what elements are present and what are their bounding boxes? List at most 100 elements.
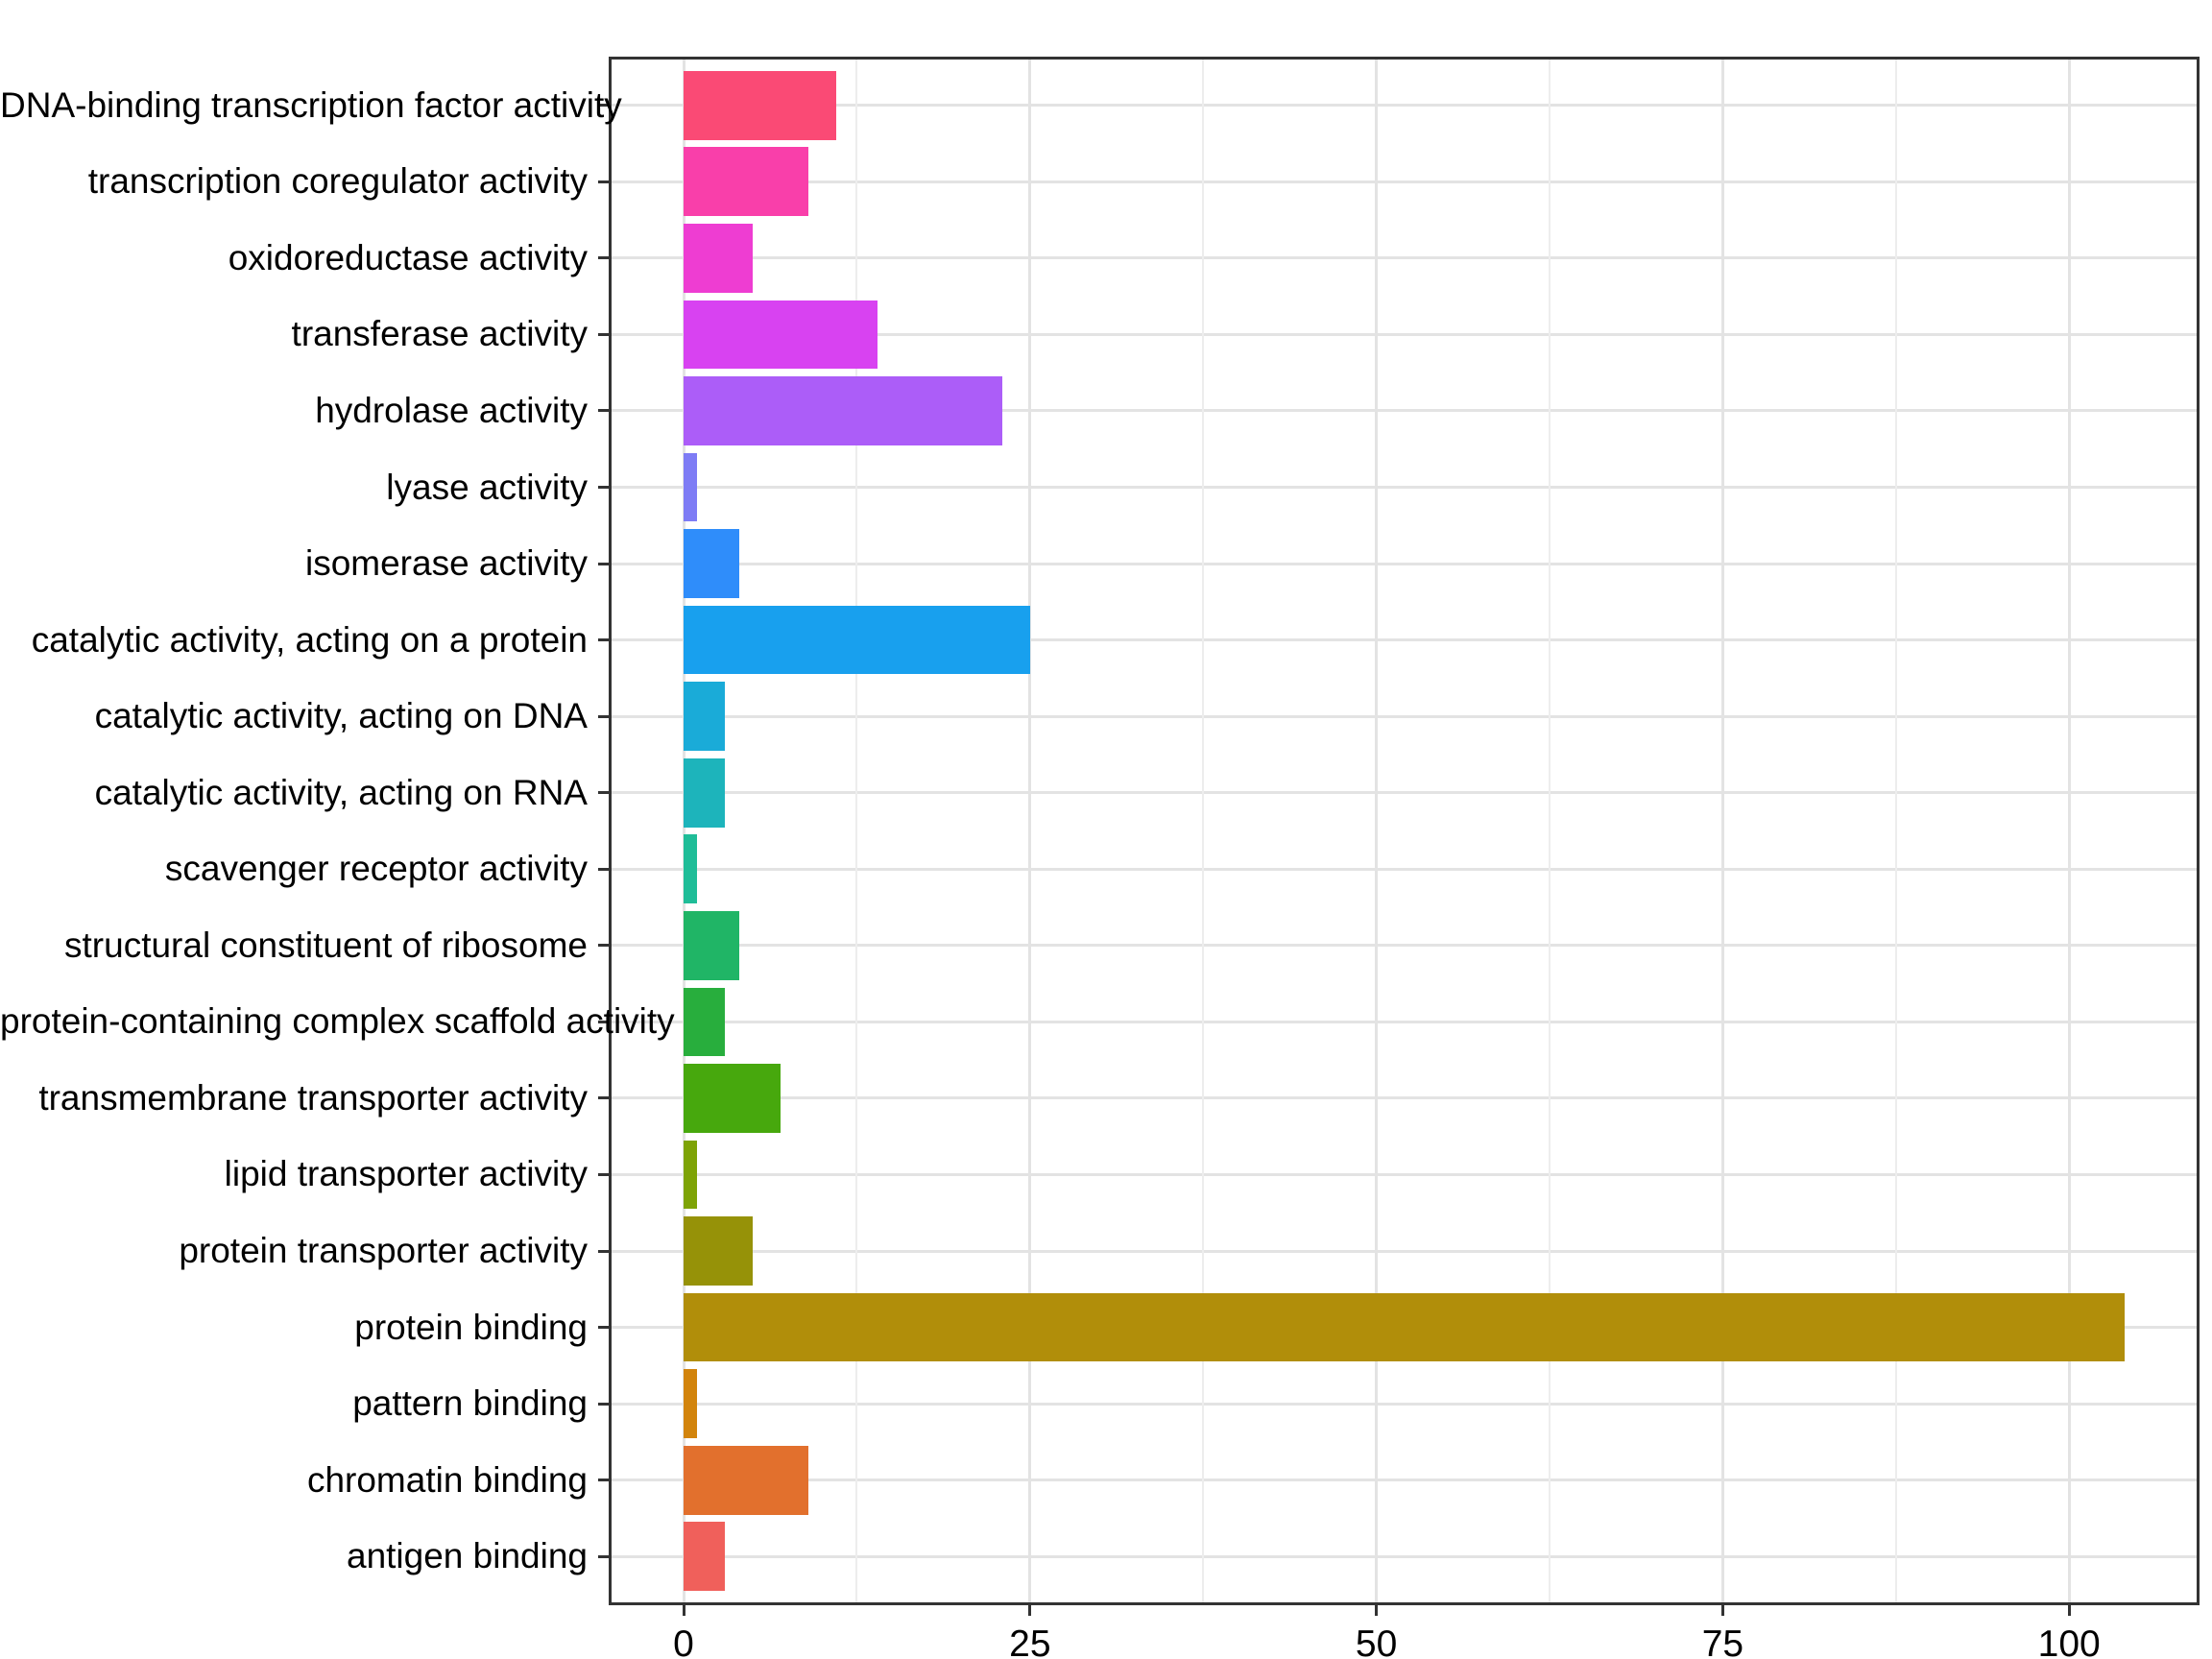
bar-catalytic-activity-acting-on-a-protein: [684, 605, 1030, 675]
bar-transferase-activity: [684, 300, 878, 370]
y-axis-tick: [598, 714, 609, 718]
bar-pattern-binding: [684, 1369, 698, 1438]
y-axis-label: catalytic activity, acting on DNA: [94, 696, 588, 736]
bar-protein-transporter-activity: [684, 1216, 754, 1286]
bar-isomerase-activity: [684, 529, 739, 598]
gridline-horizontal: [612, 1172, 2197, 1176]
y-axis-label: structural constituent of ribosome: [64, 925, 588, 965]
gridline-vertical-minor: [1549, 60, 1551, 1602]
y-axis-tick: [598, 409, 609, 413]
x-axis-tick: [1028, 1605, 1032, 1616]
x-axis-tick-label: 75: [1701, 1623, 1744, 1659]
bar-lyase-activity: [684, 452, 698, 522]
gridline-horizontal: [612, 104, 2197, 108]
gridline-vertical-minor: [1202, 60, 1205, 1602]
gridline-horizontal: [612, 256, 2197, 260]
y-axis-label: pattern binding: [352, 1383, 588, 1424]
y-axis-tick: [598, 332, 609, 336]
y-axis-label: scavenger receptor activity: [164, 849, 588, 889]
y-axis-label: protein binding: [354, 1307, 588, 1347]
y-axis-label: oxidoreductase activity: [228, 237, 588, 277]
y-axis-tick: [598, 1020, 609, 1023]
y-axis-tick: [598, 944, 609, 948]
gridline-vertical-major: [2067, 60, 2071, 1602]
y-axis-label: chromatin binding: [306, 1459, 588, 1500]
gridline-horizontal: [612, 180, 2197, 183]
x-axis-tick: [1375, 1605, 1379, 1616]
y-axis-tick: [598, 1402, 609, 1406]
x-axis-tick: [682, 1605, 685, 1616]
gridline-horizontal: [612, 486, 2197, 489]
y-axis-tick: [598, 562, 609, 565]
x-axis-tick: [1720, 1605, 1724, 1616]
bar-chromatin-binding: [684, 1445, 808, 1515]
gridline-horizontal: [612, 332, 2197, 336]
x-axis-tick-label: 100: [2037, 1623, 2101, 1659]
x-axis-tick-label: 50: [1355, 1623, 1398, 1659]
y-axis-tick: [598, 1172, 609, 1176]
y-axis-label: transferase activity: [291, 314, 588, 354]
bar-lipid-transporter-activity: [684, 1140, 698, 1210]
bar-scavenger-receptor-activity: [684, 834, 698, 904]
bar-protein-binding: [684, 1292, 2125, 1362]
gridline-horizontal: [612, 409, 2197, 413]
gridline-horizontal: [612, 944, 2197, 948]
bar-hydrolase-activity: [684, 376, 1002, 445]
bar-oxidoreductase-activity: [684, 224, 754, 293]
gridline-vertical-minor: [1894, 60, 1897, 1602]
gridline-horizontal: [612, 1479, 2197, 1482]
gridline-vertical-minor: [855, 60, 858, 1602]
y-axis-tick: [598, 1479, 609, 1482]
bar-structural-constituent-of-ribosome: [684, 911, 739, 980]
y-axis-tick: [598, 104, 609, 108]
y-axis-label: lipid transporter activity: [224, 1154, 588, 1194]
gridline-horizontal: [612, 1020, 2197, 1023]
y-axis-tick: [598, 867, 609, 871]
gridline-horizontal: [612, 562, 2197, 565]
y-axis-tick: [598, 1554, 609, 1558]
gridline-horizontal: [612, 1402, 2197, 1406]
y-axis-tick: [598, 638, 609, 642]
gridline-vertical-major: [1028, 60, 1032, 1602]
y-axis-tick: [598, 791, 609, 795]
gridline-horizontal: [612, 638, 2197, 642]
y-axis-label: protein-containing complex scaffold acti…: [0, 1001, 675, 1042]
y-axis-label: antigen binding: [347, 1536, 588, 1576]
gridline-horizontal: [612, 714, 2197, 718]
y-axis-label: DNA-binding transcription factor activit…: [0, 84, 622, 125]
gridline-horizontal: [612, 1096, 2197, 1100]
y-axis-tick: [598, 486, 609, 489]
gridline-vertical-major: [1720, 60, 1724, 1602]
y-axis-tick: [598, 256, 609, 260]
y-axis-label: isomerase activity: [304, 543, 588, 584]
y-axis-label: transmembrane transporter activity: [38, 1077, 588, 1118]
bar-catalytic-activity-acting-on-dna: [684, 682, 726, 751]
x-axis-tick-label: 25: [1009, 1623, 1051, 1659]
x-axis-tick-label: 0: [673, 1623, 694, 1659]
y-axis-label: catalytic activity, acting on RNA: [94, 772, 588, 812]
bar-protein-containing-complex-scaffold-activity: [684, 987, 726, 1057]
x-axis-tick: [2067, 1605, 2071, 1616]
y-axis-label: hydrolase activity: [315, 390, 588, 430]
y-axis-tick: [598, 1326, 609, 1330]
y-axis-label: transcription coregulator activity: [87, 161, 588, 202]
gridline-vertical-major: [1375, 60, 1379, 1602]
y-axis-tick: [598, 180, 609, 183]
gridline-horizontal: [612, 791, 2197, 795]
bar-dna-binding-transcription-factor-activity: [684, 70, 836, 140]
gridline-horizontal: [612, 867, 2197, 871]
bar-antigen-binding: [684, 1522, 726, 1592]
y-axis-label: protein transporter activity: [179, 1231, 588, 1271]
plot-panel: [609, 57, 2200, 1605]
bar-catalytic-activity-acting-on-rna: [684, 757, 726, 828]
y-axis-label: catalytic activity, acting on a protein: [31, 619, 588, 660]
gridline-horizontal: [612, 1249, 2197, 1253]
y-axis-label: lyase activity: [386, 467, 588, 507]
bar-transcription-coregulator-activity: [684, 147, 808, 217]
gridline-vertical-major: [682, 60, 685, 1602]
y-axis-tick: [598, 1096, 609, 1100]
gridline-horizontal: [612, 1554, 2197, 1558]
y-axis-tick: [598, 1249, 609, 1253]
bar-transmembrane-transporter-activity: [684, 1064, 781, 1133]
